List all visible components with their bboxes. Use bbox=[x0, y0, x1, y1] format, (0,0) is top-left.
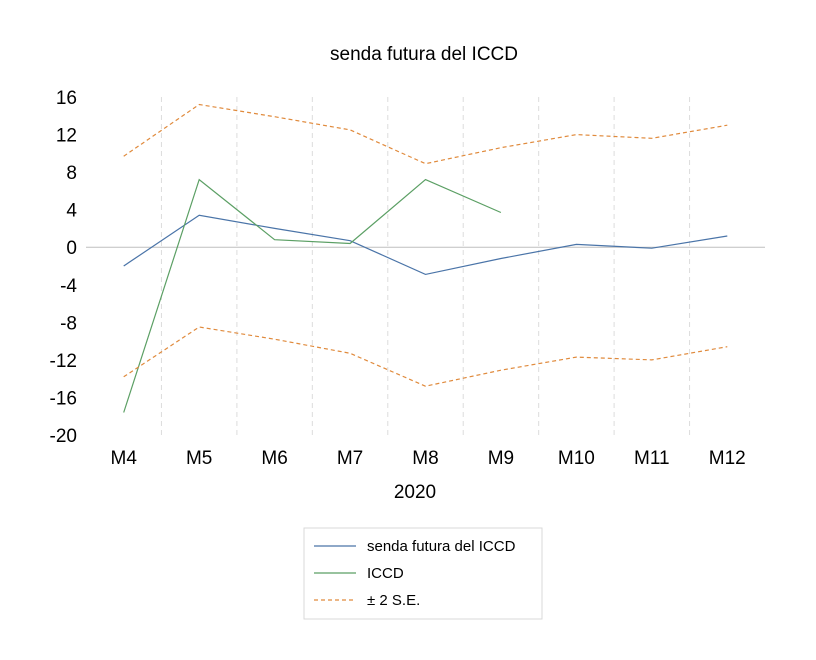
legend: senda futura del ICCD ICCD ± 2 S.E. bbox=[303, 527, 543, 620]
y-tick-label: -8 bbox=[60, 313, 77, 334]
y-tick-label: 4 bbox=[66, 201, 77, 222]
y-tick-label: 16 bbox=[56, 88, 77, 109]
x-tick-label: M9 bbox=[488, 448, 514, 469]
x-tick-label: M8 bbox=[412, 448, 438, 469]
y-tick-label: -20 bbox=[50, 426, 77, 447]
y-tick-label: 8 bbox=[66, 163, 77, 184]
series-line-3 bbox=[123, 326, 728, 387]
y-tick-label: 0 bbox=[66, 238, 77, 259]
legend-label: senda futura del ICCD bbox=[367, 538, 516, 555]
legend-label: ± 2 S.E. bbox=[367, 592, 420, 609]
x-tick-label: M4 bbox=[111, 448, 138, 469]
y-tick-label: -16 bbox=[50, 388, 77, 409]
series-line-0 bbox=[123, 214, 728, 276]
x-tick-label: M6 bbox=[261, 448, 287, 469]
series-line-1 bbox=[123, 178, 502, 413]
x-tick-label: M12 bbox=[709, 448, 746, 469]
x-tick-label: M11 bbox=[634, 448, 670, 469]
y-tick-label: -4 bbox=[60, 276, 77, 297]
y-tick-label: 12 bbox=[56, 126, 77, 147]
y-tick-label: -12 bbox=[50, 351, 77, 372]
x-tick-label: M7 bbox=[337, 448, 363, 469]
chart-title: senda futura del ICCD bbox=[330, 44, 518, 65]
series-line-2 bbox=[123, 103, 728, 165]
series-layer bbox=[123, 103, 728, 413]
grid bbox=[160, 97, 691, 435]
legend-label: ICCD bbox=[367, 565, 404, 582]
x-tick-label: M5 bbox=[186, 448, 212, 469]
axes: 16 12 8 4 0 -4 -8 -12 -16 -20 M4 M5 M6 M7 M8 M9 M10 M11 M1… bbox=[50, 88, 765, 469]
x-tick-label: M10 bbox=[558, 448, 595, 469]
x-axis-label: 2020 bbox=[394, 482, 436, 503]
